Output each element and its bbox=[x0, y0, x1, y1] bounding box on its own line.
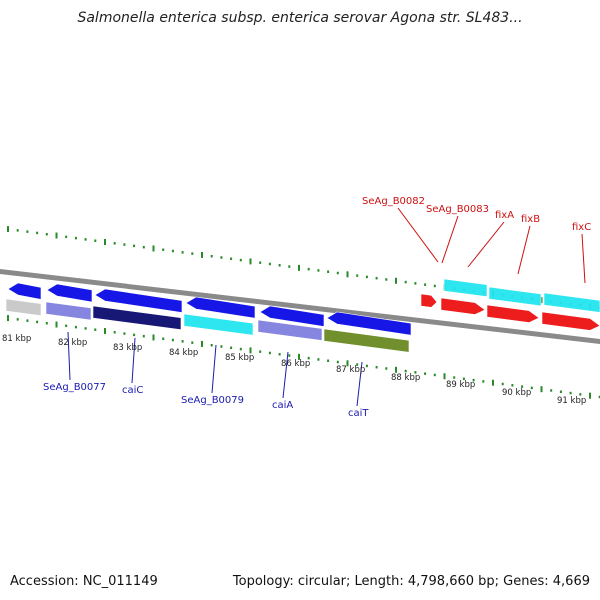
inner-tick-row bbox=[7, 315, 600, 399]
kbp-tick-label: 87 kbp bbox=[336, 365, 365, 375]
gene-label-top: SeAg_B0083 bbox=[426, 204, 489, 215]
gene-block bbox=[183, 313, 254, 336]
gene-block bbox=[420, 293, 438, 308]
gene-block bbox=[46, 283, 93, 303]
gene-block bbox=[7, 282, 42, 300]
gene-block bbox=[440, 297, 486, 315]
label-leader-line bbox=[282, 351, 289, 399]
gene-label-top: fixB bbox=[521, 214, 540, 225]
label-leader-line bbox=[131, 337, 136, 384]
label-leader-line bbox=[356, 361, 363, 407]
kbp-tick-label: 82 kbp bbox=[58, 338, 87, 348]
gene-track bbox=[5, 278, 600, 353]
label-leader-line bbox=[517, 225, 531, 275]
gene-labels: SeAg_B0077 caiC SeAg_B0079 caiA caiT SeAg_B00… bbox=[43, 196, 591, 419]
kbp-tick-label: 91 kbp bbox=[557, 396, 586, 406]
label-leader-line bbox=[397, 207, 439, 263]
kbp-tick-label: 90 kbp bbox=[502, 388, 531, 398]
gene-block bbox=[488, 286, 542, 307]
gene-block bbox=[443, 278, 488, 298]
sequence-backbone bbox=[0, 269, 600, 344]
label-leader-line bbox=[211, 344, 217, 394]
gene-block bbox=[92, 305, 182, 331]
gene-block bbox=[323, 328, 410, 353]
kbp-tick-label: 83 kbp bbox=[113, 343, 142, 353]
label-leader-line bbox=[467, 221, 505, 268]
backbone-line bbox=[0, 269, 600, 344]
label-leader-line bbox=[581, 233, 586, 284]
kbp-tick-label: 84 kbp bbox=[169, 348, 198, 358]
gene-block bbox=[94, 288, 183, 313]
genome-summary-text: Topology: circular; Length: 4,798,660 bp… bbox=[232, 574, 590, 589]
gene-label-bottom: caiC bbox=[122, 385, 143, 396]
accession-text: Accession: NC_011149 bbox=[10, 574, 158, 589]
kbp-tick-label: 81 kbp bbox=[2, 334, 31, 344]
gene-label-leaders bbox=[67, 207, 586, 407]
gene-block bbox=[259, 305, 325, 327]
label-leader-line bbox=[67, 331, 71, 381]
gene-block bbox=[257, 319, 323, 341]
gene-label-bottom: caiT bbox=[348, 408, 369, 419]
kbp-tick-label: 89 kbp bbox=[446, 380, 475, 390]
gene-label-top: fixA bbox=[495, 210, 514, 221]
kbp-tick-labels: 81 kbp 82 kbp 83 kbp 84 kbp 85 kbp 86 kbp 87 k… bbox=[2, 334, 586, 406]
genome-title: Salmonella enterica subsp. enterica sero… bbox=[77, 10, 523, 26]
gene-block bbox=[543, 292, 600, 313]
gene-label-bottom: SeAg_B0077 bbox=[43, 382, 106, 393]
gene-label-bottom: caiA bbox=[272, 400, 293, 411]
gene-block bbox=[185, 296, 256, 319]
kbp-tick-label: 88 kbp bbox=[391, 373, 420, 383]
gene-block bbox=[45, 301, 92, 321]
gene-block bbox=[5, 298, 42, 317]
kbp-tick-label: 86 kbp bbox=[281, 359, 310, 369]
gene-block bbox=[541, 311, 600, 331]
gene-block bbox=[486, 304, 540, 323]
gene-label-top: fixC bbox=[572, 222, 591, 233]
label-leader-line bbox=[441, 215, 459, 264]
gene-block bbox=[326, 311, 412, 336]
gene-label-top: SeAg_B0082 bbox=[362, 196, 425, 207]
kbp-tick-label: 85 kbp bbox=[225, 353, 254, 363]
gene-label-bottom: SeAg_B0079 bbox=[181, 395, 244, 406]
